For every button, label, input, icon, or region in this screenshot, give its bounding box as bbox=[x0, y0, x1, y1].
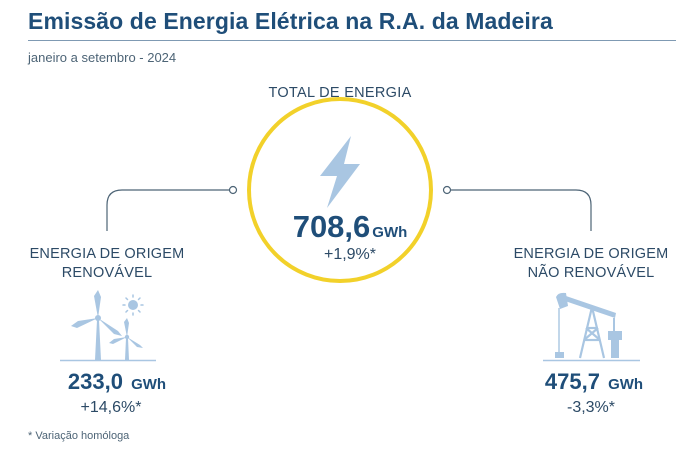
lightning-bolt-icon bbox=[320, 136, 360, 208]
renewable-variation: +14,6%* bbox=[80, 399, 142, 416]
non-renewable-label-line2: NÃO RENOVÁVEL bbox=[527, 265, 655, 281]
renewable-number: 233,0 bbox=[67, 369, 123, 394]
non-renewable-label: ENERGIA DE ORIGEM NÃO RENOVÁVEL bbox=[491, 245, 691, 283]
renewable-label-line2: RENOVÁVEL bbox=[61, 265, 153, 281]
non-renewable-value: 475,7 GWh bbox=[494, 369, 694, 395]
page-subtitle: janeiro a setembro - 2024 bbox=[28, 50, 177, 65]
renewable-value: 233,0 GWh bbox=[17, 369, 217, 395]
connector-left bbox=[106, 189, 230, 231]
non-renewable-variation: -3,3%* bbox=[566, 399, 616, 416]
renewable-unit: GWh bbox=[131, 376, 167, 393]
wind-turbines-sun-icon bbox=[60, 290, 156, 362]
renewable-label: ENERGIA DE ORIGEM RENOVÁVEL bbox=[7, 245, 207, 283]
connector-right-node bbox=[442, 185, 452, 195]
title-divider bbox=[28, 40, 676, 41]
connector-left-node bbox=[228, 185, 238, 195]
connector-right bbox=[450, 189, 592, 231]
non-renewable-label-line1: ENERGIA DE ORIGEM bbox=[513, 246, 669, 262]
oil-pumpjack-icon bbox=[543, 292, 640, 362]
total-energy-value: 708,6 GWh bbox=[260, 209, 440, 245]
total-energy-label: TOTAL DE ENERGIA bbox=[268, 85, 412, 101]
page-title: Emissão de Energia Elétrica na R.A. da M… bbox=[28, 8, 553, 34]
total-energy-variation: +1,9%* bbox=[323, 246, 377, 263]
renewable-label-line1: ENERGIA DE ORIGEM bbox=[29, 246, 185, 262]
total-energy-unit: GWh bbox=[372, 224, 408, 241]
non-renewable-unit: GWh bbox=[608, 376, 644, 393]
non-renewable-number: 475,7 bbox=[544, 369, 600, 394]
footnote: * Variação homóloga bbox=[28, 430, 130, 442]
total-energy-number: 708,6 bbox=[292, 209, 371, 244]
